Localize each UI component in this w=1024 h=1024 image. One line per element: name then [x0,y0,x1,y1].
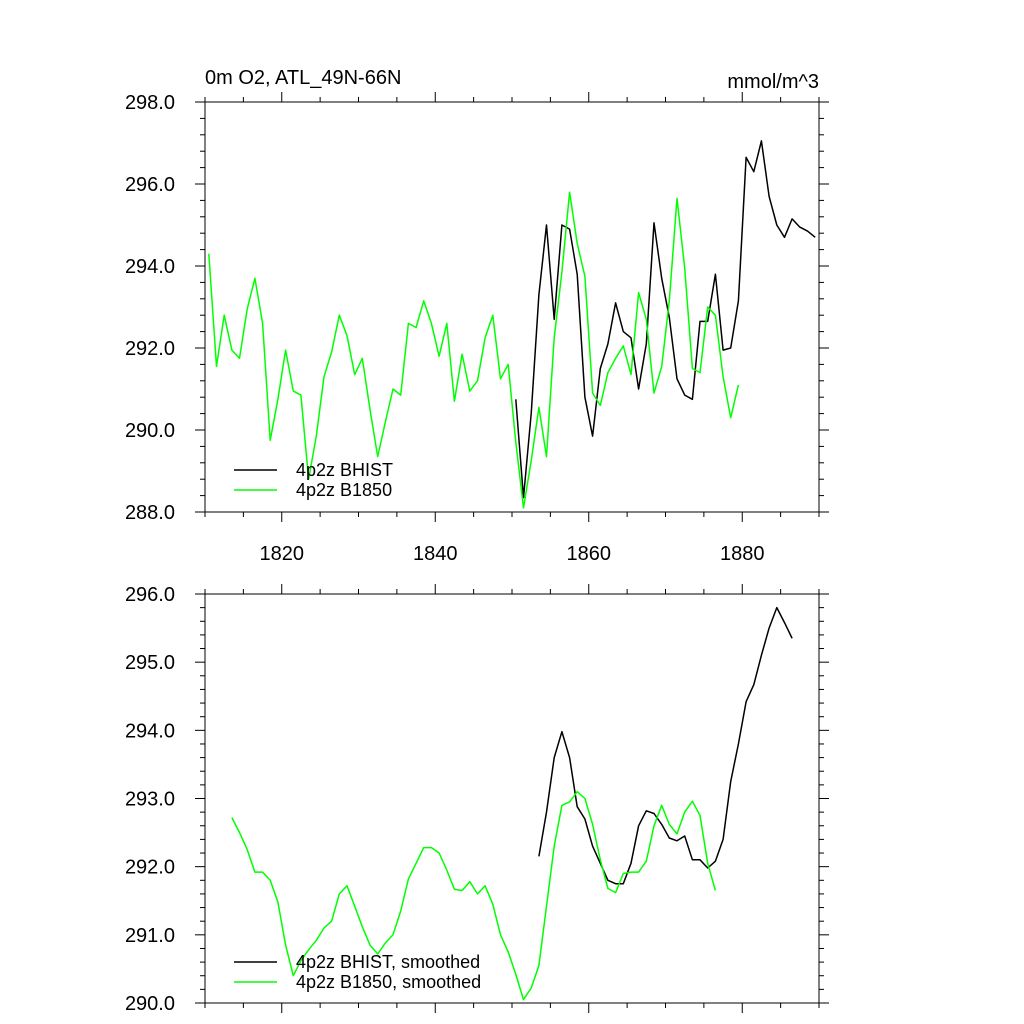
x-tick-label: 1820 [260,543,305,565]
y-tick-label: 296.0 [125,174,175,196]
top-panel: 1820 1840 1860 1880 288.0 290.0 292.0 294.0 296.… [125,92,829,565]
legend-label: 4p2z B1850, smoothed [296,972,481,992]
plot-frame-1 [204,101,820,513]
y-tick-label: 292.0 [125,338,175,360]
y-tick-label: 298.0 [125,92,175,114]
y-tick-label: 293.0 [125,789,175,811]
series-line-1 [515,140,816,499]
y-tick-label: 295.0 [125,652,175,674]
y-tick-label: 290.0 [125,993,175,1015]
y-tick-label: 290.0 [125,420,175,442]
bottom-panel: 290.0 291.0 292.0 293.0 294.0 295.0 296.0 4p2z … [125,584,829,1015]
y-tick-label: 288.0 [125,502,175,524]
y-tick-label: 294.0 [125,720,175,742]
series-line-1 [538,606,793,885]
legend-label: 4p2z BHIST, smoothed [296,952,480,972]
y-tick-label: 292.0 [125,857,175,879]
legend-label: 4p2z BHIST [296,460,393,480]
x-tick-label: 1840 [413,543,458,565]
y-tick-label: 294.0 [125,256,175,278]
y-tick-label: 291.0 [125,925,175,947]
x-tick-label: 1880 [720,543,765,565]
y-tick-label: 296.0 [125,584,175,606]
series-line-2 [231,790,717,1001]
series-line-2 [208,191,740,509]
plot-frame-2 [204,593,820,1004]
chart-title: 0m O2, ATL_49N-66N [205,67,401,89]
legend-label: 4p2z B1850 [296,480,392,500]
x-tick-label: 1860 [567,543,612,565]
chart-units: mmol/m^3 [727,71,819,93]
